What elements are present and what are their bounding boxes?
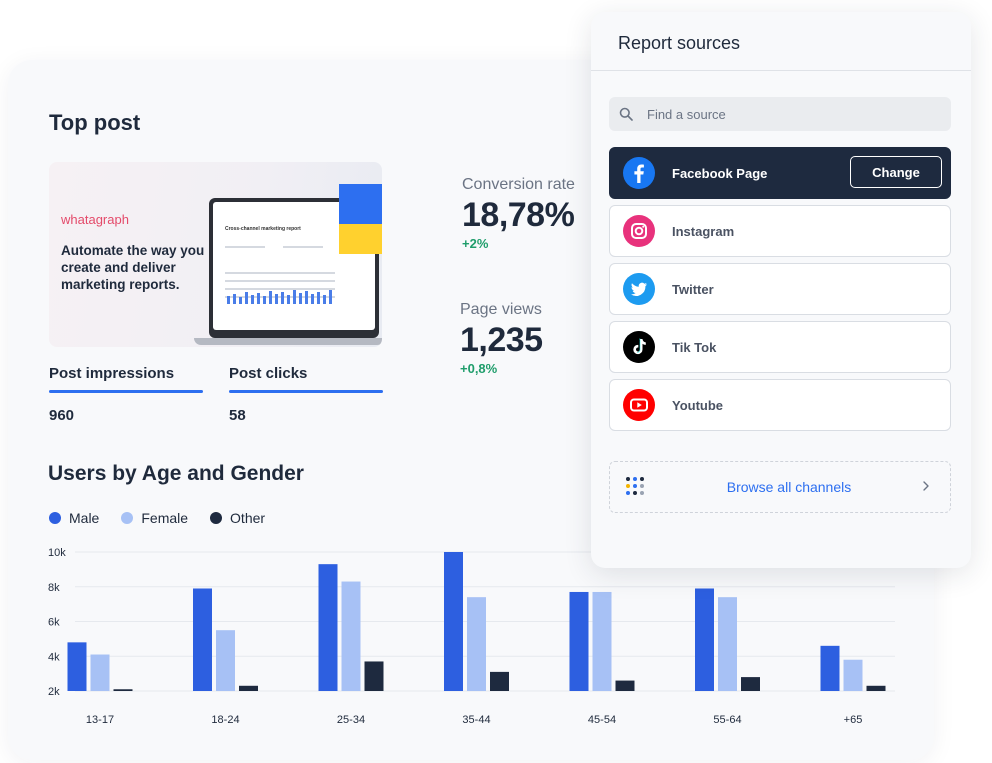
bar-male-55-64[interactable]	[695, 588, 714, 691]
promo-banner	[339, 184, 382, 254]
source-search-input[interactable]: Find a source	[609, 97, 951, 131]
instagram-icon	[623, 215, 655, 247]
bar-female-18-24[interactable]	[216, 630, 235, 691]
report-sources-panel: Report sources Find a source Facebook Pa…	[591, 12, 971, 568]
bar-other-18-24[interactable]	[239, 685, 258, 691]
bar-female-13-17[interactable]	[90, 654, 110, 691]
source-label-twitter: Twitter	[672, 281, 714, 297]
post-impressions-bar	[49, 390, 203, 393]
y-tick-label: 10k	[48, 547, 66, 559]
y-tick-label: 4k	[48, 651, 60, 663]
legend-label-other: Other	[230, 510, 266, 526]
x-tick-label: 35-44	[462, 714, 490, 726]
source-label-instagram: Instagram	[672, 223, 735, 239]
bar-other-25-34[interactable]	[364, 661, 384, 691]
promo-brand-logo: whatagraph	[61, 212, 129, 227]
bar-female-45-54[interactable]	[592, 591, 612, 691]
legend-item-other[interactable]: Other	[210, 510, 265, 526]
post-impressions-label: Post impressions	[49, 365, 175, 382]
users-chart-title: Users by Age and Gender	[48, 462, 304, 485]
x-tick-label: 18-24	[211, 714, 239, 726]
bar-male-+65[interactable]	[820, 645, 840, 691]
report-sources-title: Report sources	[618, 33, 741, 53]
change-source-button[interactable]: Change	[850, 156, 942, 188]
chart-legend: Male Female Other	[49, 510, 265, 526]
bar-male-35-44[interactable]	[444, 552, 463, 691]
source-label-tiktok: Tik Tok	[672, 339, 717, 355]
x-tick-label: +65	[844, 714, 863, 726]
channels-grid-icon	[626, 477, 646, 497]
legend-dot-male	[49, 512, 61, 524]
top-post-image[interactable]: whatagraph Automate the way you create a…	[49, 162, 382, 347]
top-post-title: Top post	[49, 110, 141, 135]
bar-female-+65[interactable]	[843, 659, 863, 691]
conversion-rate-label: Conversion rate	[462, 176, 575, 193]
bar-male-25-34[interactable]	[318, 564, 338, 691]
post-impressions-value: 960	[49, 407, 75, 424]
tiktok-icon	[623, 331, 655, 363]
bar-other-+65[interactable]	[866, 685, 886, 691]
legend-item-male[interactable]: Male	[49, 510, 99, 526]
page-views-label: Page views	[460, 301, 542, 318]
bar-other-55-64[interactable]	[741, 677, 760, 691]
bar-other-45-54[interactable]	[615, 680, 635, 691]
source-label-facebook: Facebook Page	[672, 165, 768, 181]
source-facebook-page[interactable]: Facebook Page Change	[609, 147, 951, 199]
browse-all-channels-button[interactable]: Browse all channels	[609, 461, 951, 513]
search-icon	[619, 107, 633, 121]
y-tick-label: 8k	[48, 582, 60, 594]
x-tick-label: 25-34	[337, 714, 365, 726]
page-views-value: 1,235	[460, 321, 543, 359]
y-tick-label: 6k	[48, 617, 60, 629]
source-instagram[interactable]: Instagram	[609, 205, 951, 257]
post-clicks-value: 58	[229, 407, 246, 424]
bar-female-25-34[interactable]	[341, 581, 361, 691]
legend-item-female[interactable]: Female	[121, 510, 188, 526]
page-views-delta: +0,8%	[460, 361, 498, 376]
panel-divider	[591, 70, 971, 71]
legend-label-male: Male	[69, 510, 100, 526]
chevron-right-icon	[923, 481, 929, 491]
screen-report-title: Cross-channel marketing report	[225, 226, 301, 232]
source-tiktok[interactable]: Tik Tok	[609, 321, 951, 373]
legend-dot-other	[210, 512, 223, 524]
bar-male-13-17[interactable]	[67, 642, 87, 691]
facebook-icon	[623, 157, 655, 189]
conversion-rate-delta: +2%	[462, 236, 489, 251]
page-views-kpi: Page views 1,235 +0,8%	[460, 301, 543, 376]
bar-male-45-54[interactable]	[569, 591, 589, 691]
bar-female-35-44[interactable]	[467, 597, 486, 691]
search-placeholder: Find a source	[647, 106, 726, 122]
source-label-youtube: Youtube	[672, 397, 724, 413]
legend-dot-female	[121, 512, 134, 524]
post-clicks-metric: Post clicks 58	[229, 365, 383, 424]
x-tick-label: 55-64	[713, 714, 741, 726]
legend-label-female: Female	[141, 510, 189, 526]
x-tick-label: 13-17	[86, 714, 114, 726]
laptop-base	[194, 338, 382, 345]
y-tick-label: 2k	[48, 686, 60, 698]
twitter-icon	[623, 273, 655, 305]
source-twitter[interactable]: Twitter	[609, 263, 951, 315]
browse-all-channels-label: Browse all channels	[726, 479, 852, 495]
bar-other-35-44[interactable]	[490, 671, 509, 691]
bar-other-13-17[interactable]	[113, 689, 133, 691]
promo-headline: Automate the way you create and deliver …	[61, 243, 205, 292]
youtube-icon	[623, 389, 655, 421]
post-impressions-metric: Post impressions 960	[49, 365, 203, 424]
post-clicks-label: Post clicks	[229, 365, 308, 382]
bar-male-18-24[interactable]	[193, 588, 212, 691]
bar-female-55-64[interactable]	[718, 597, 737, 691]
source-youtube[interactable]: Youtube	[609, 379, 951, 431]
post-clicks-bar	[229, 390, 383, 393]
x-tick-label: 45-54	[588, 714, 616, 726]
users-age-gender-chart: 10k 8k 6k 4k 2k 13-17 18-24 25-34 35-44 45-54 55-6…	[48, 547, 895, 726]
conversion-rate-value: 18,78%	[462, 196, 575, 234]
conversion-rate-kpi: Conversion rate 18,78% +2%	[462, 176, 575, 251]
